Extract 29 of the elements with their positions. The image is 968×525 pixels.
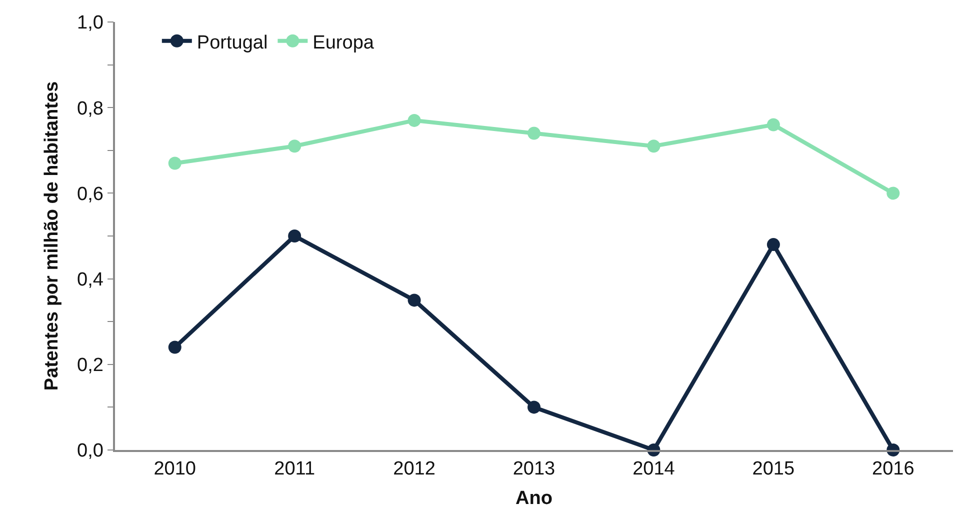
- y-tick-label: 0,2: [77, 355, 104, 376]
- point: [408, 114, 421, 127]
- point: [288, 140, 302, 153]
- x-tick-label: 2011: [274, 458, 315, 480]
- x-tick-label: 2016: [872, 458, 914, 480]
- x-tick-label: 2012: [393, 458, 436, 480]
- legend-label: Europa: [312, 32, 374, 54]
- point: [528, 126, 540, 140]
- point: [886, 186, 900, 200]
- x-tick-label: 2015: [752, 458, 795, 480]
- point: [647, 140, 660, 153]
- x-tick-label: 2013: [512, 458, 556, 480]
- point: [168, 156, 182, 170]
- point: [288, 230, 302, 242]
- point: [766, 238, 780, 252]
- y-tick-label: 0,0: [77, 440, 104, 462]
- legend-label: Portugal: [196, 32, 268, 54]
- point: [168, 340, 182, 354]
- x-tick-label: 2014: [632, 458, 676, 480]
- point: [528, 400, 540, 414]
- y-tick-label: 0,6: [77, 184, 104, 205]
- x-axis-title: Ano: [516, 488, 552, 509]
- y-axis-title: Patentes por milhão de habitantes: [41, 81, 62, 391]
- x-tick-label: 2010: [154, 458, 196, 480]
- y-tick-label: 0,8: [77, 98, 104, 120]
- y-tick-label: 0,4: [77, 269, 104, 290]
- point: [408, 294, 421, 307]
- point: [766, 118, 780, 132]
- y-tick-label: 1,0: [77, 12, 104, 34]
